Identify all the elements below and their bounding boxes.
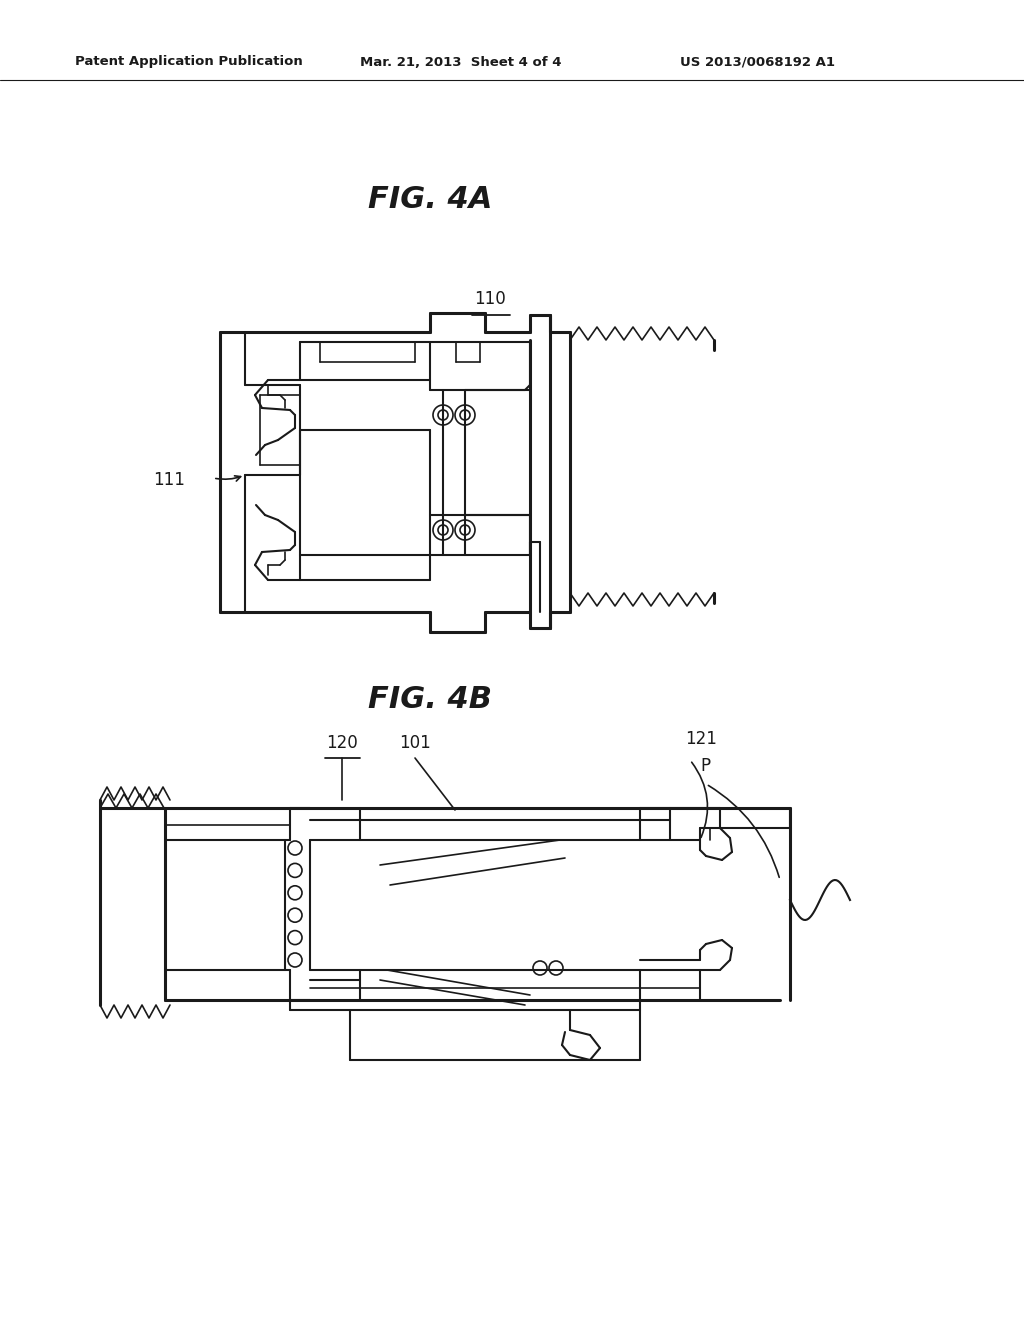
Text: 111: 111 bbox=[154, 471, 185, 488]
Text: 110: 110 bbox=[474, 290, 506, 308]
Text: 120: 120 bbox=[326, 734, 357, 752]
Text: P: P bbox=[700, 756, 710, 775]
Text: 121: 121 bbox=[685, 730, 717, 748]
Text: Patent Application Publication: Patent Application Publication bbox=[75, 55, 303, 69]
Text: Mar. 21, 2013  Sheet 4 of 4: Mar. 21, 2013 Sheet 4 of 4 bbox=[360, 55, 561, 69]
Text: FIG. 4A: FIG. 4A bbox=[368, 186, 493, 214]
Text: US 2013/0068192 A1: US 2013/0068192 A1 bbox=[680, 55, 835, 69]
Text: 101: 101 bbox=[399, 734, 431, 752]
Text: FIG. 4B: FIG. 4B bbox=[368, 685, 492, 714]
